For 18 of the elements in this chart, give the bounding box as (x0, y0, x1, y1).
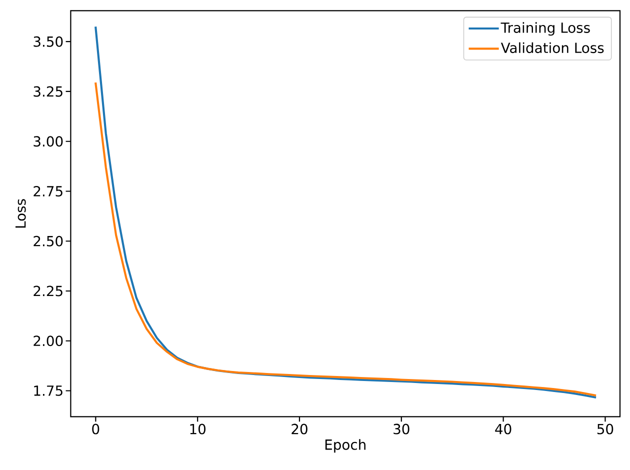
x-tick-label: 20 (292, 424, 308, 434)
y-tick-label: 3.50 (34, 36, 63, 47)
x-tick-label: 40 (495, 424, 512, 434)
y-tick-label: 2.50 (34, 236, 63, 246)
x-axis-title: Epoch (325, 439, 366, 453)
x-tick-label: 0 (92, 424, 100, 434)
legend-label: Training Loss (500, 22, 590, 36)
y-axis-title: Loss (15, 199, 26, 228)
y-tick-label: 2.25 (34, 286, 62, 296)
y-tick-label: 2.00 (34, 336, 63, 346)
y-tick-label: 2.75 (34, 186, 62, 197)
y-tick-label: 1.75 (34, 386, 62, 396)
y-tick-label: 3.00 (34, 136, 63, 147)
x-tick-label: 50 (597, 424, 614, 434)
y-tick-label: 3.25 (34, 86, 62, 97)
x-tick-label: 30 (394, 424, 410, 434)
x-tick-label: 10 (190, 424, 206, 434)
legend-label: Validation Loss (500, 42, 604, 54)
